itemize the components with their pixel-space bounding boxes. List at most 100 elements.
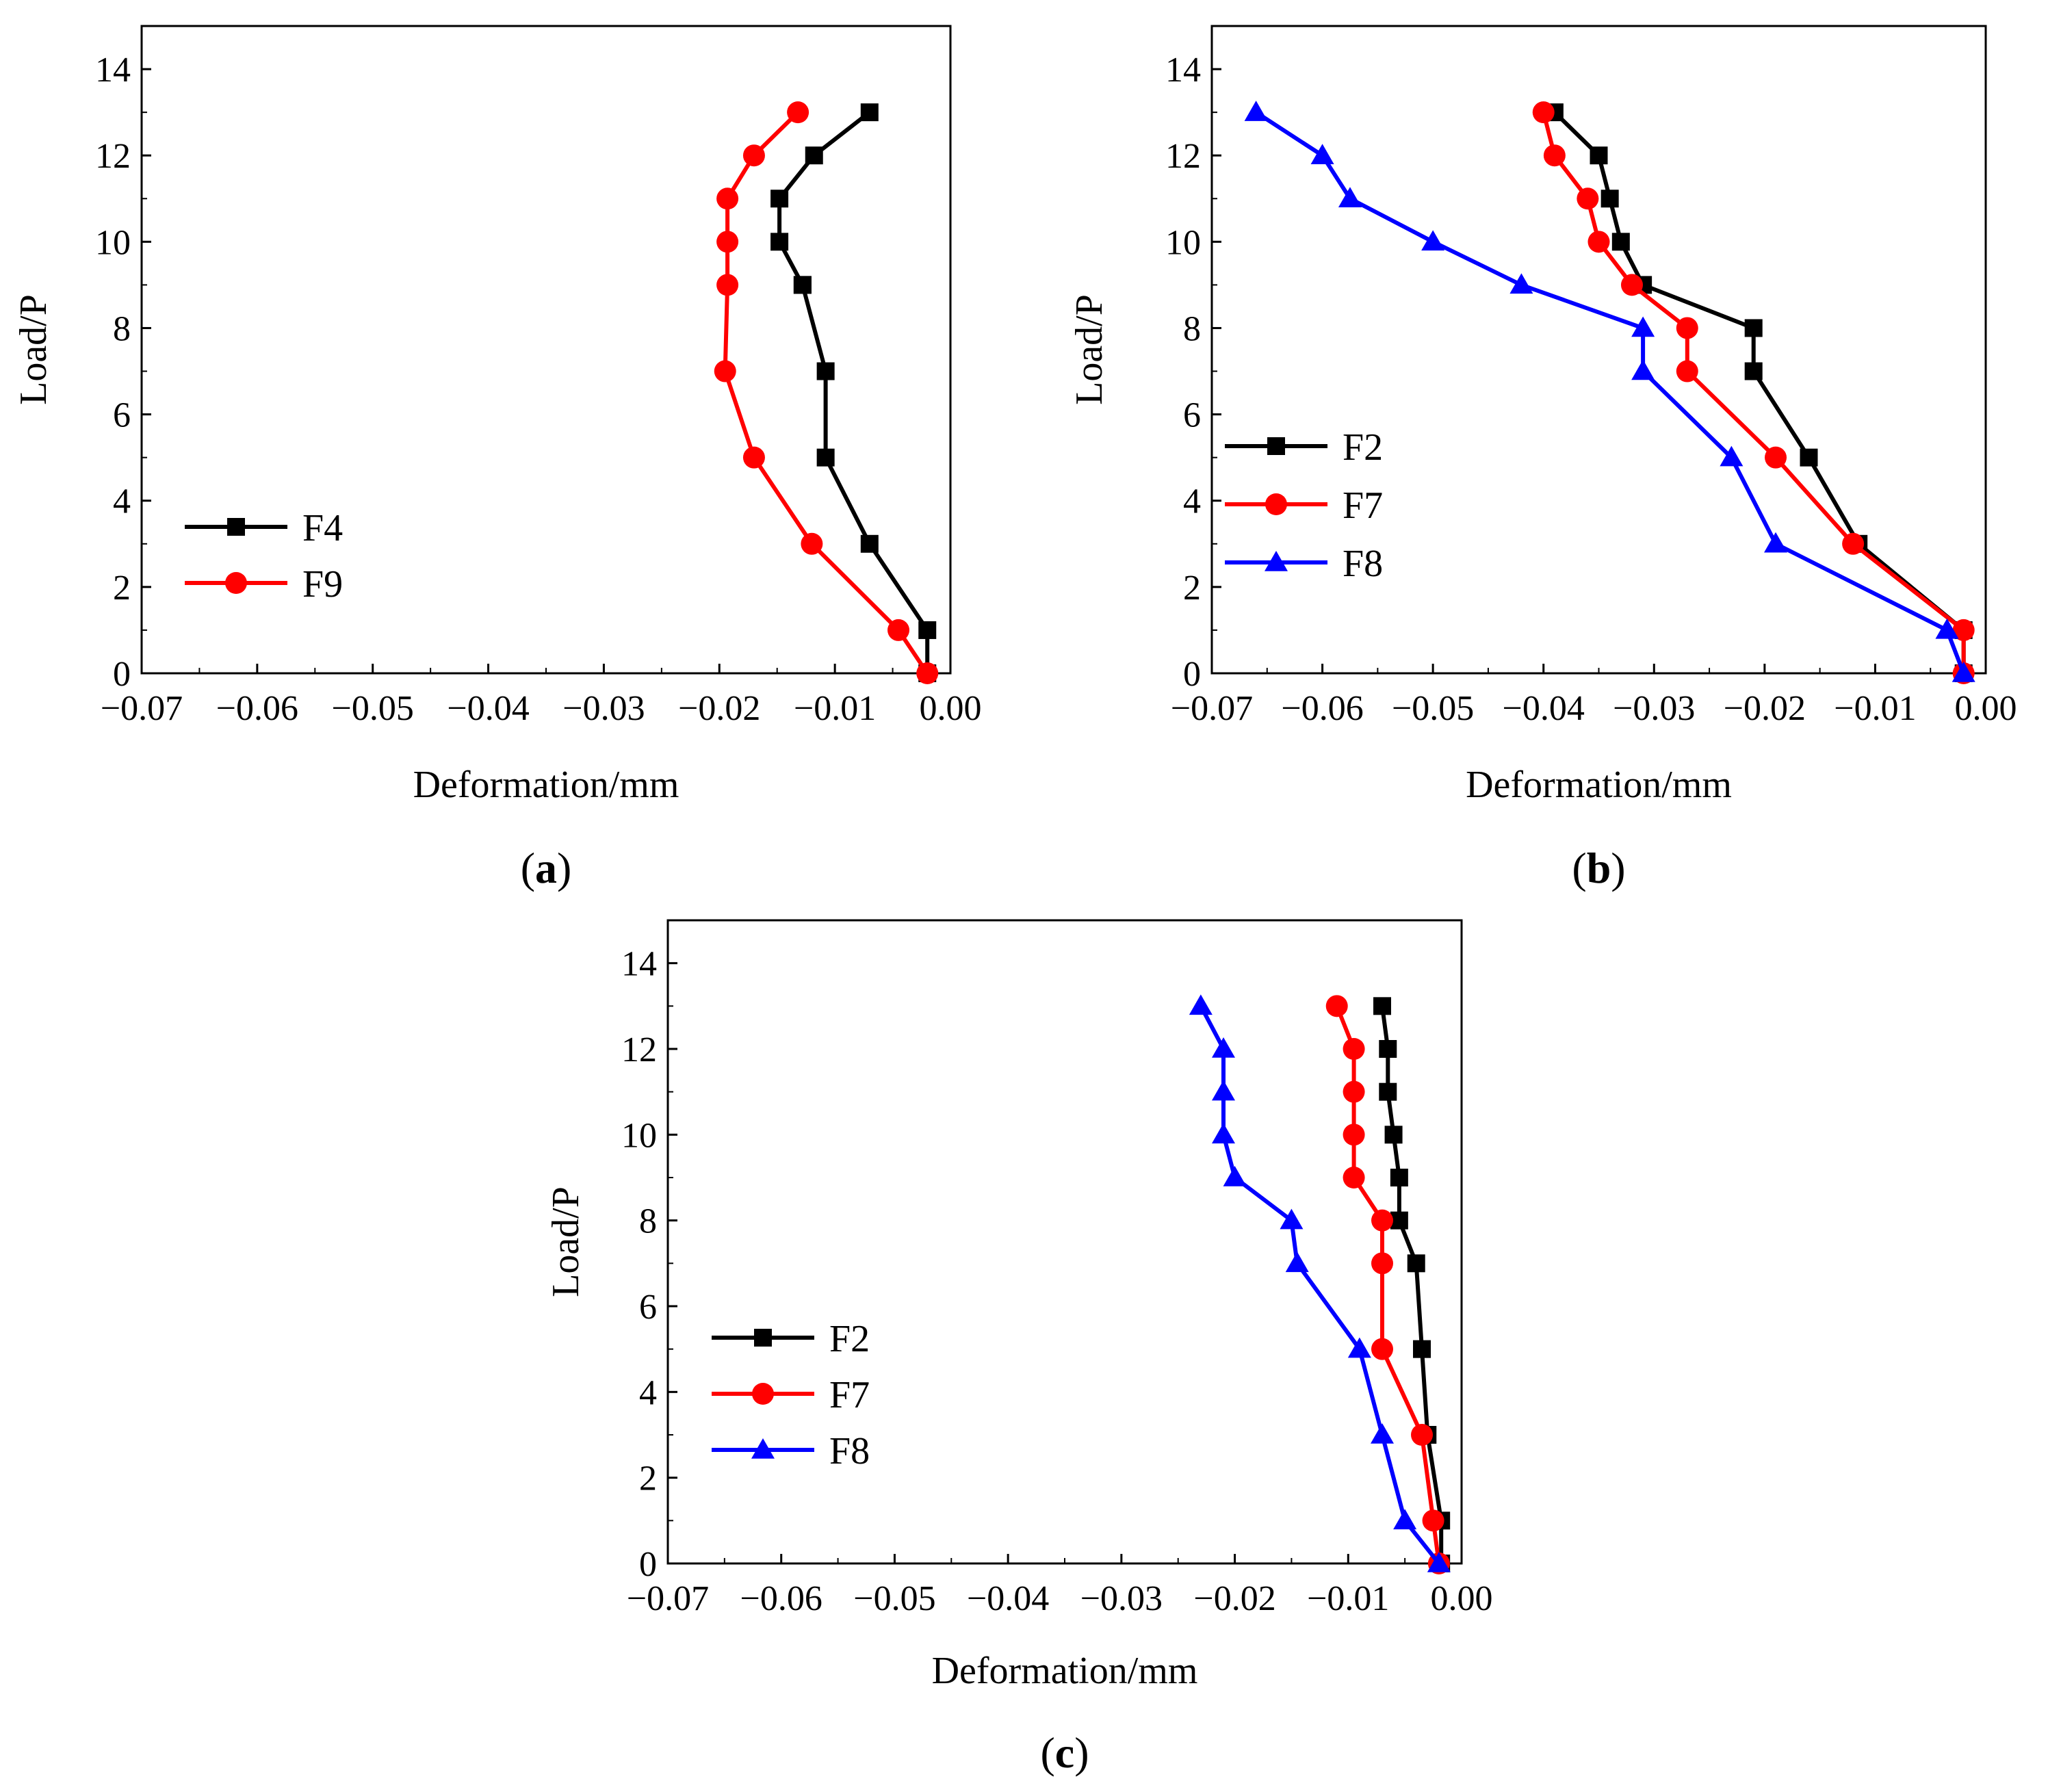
series-line [777, 110, 930, 673]
series-F8 [1244, 101, 1975, 682]
legend: F2 F7 F8 [712, 1318, 870, 1472]
data-point [805, 146, 823, 165]
data-point [1765, 446, 1787, 469]
x-tick-label: −0.07 [627, 1579, 709, 1618]
data-point [1532, 101, 1555, 124]
x-tick-label: −0.03 [1613, 689, 1695, 728]
x-tick-label: −0.03 [562, 689, 645, 728]
data-point [1379, 1082, 1397, 1101]
y-tick-label: 12 [621, 1030, 657, 1069]
data-point [1509, 273, 1533, 294]
data-point [1371, 1338, 1393, 1360]
data-point [1379, 1040, 1397, 1058]
plot-frame [1210, 25, 1987, 675]
data-point [714, 360, 736, 382]
series-line [723, 110, 929, 675]
data-point [1325, 995, 1348, 1017]
data-point [787, 101, 809, 124]
y-axis-title: Load/P [12, 294, 55, 405]
plot-frame [140, 25, 952, 675]
data-point [1631, 359, 1655, 380]
y-tick-label: 0 [1183, 655, 1201, 694]
data-point [742, 446, 765, 469]
legend-item: F9 [185, 563, 343, 606]
legend-label: F8 [1343, 543, 1383, 585]
data-point [1800, 448, 1818, 467]
data-point [1744, 362, 1763, 380]
data-point [1393, 1509, 1417, 1530]
data-point [1212, 1080, 1235, 1101]
data-point [1413, 1340, 1431, 1358]
series-F7 [1325, 995, 1450, 1574]
data-point [1407, 1254, 1425, 1273]
y-tick-label: 2 [1183, 569, 1201, 608]
x-tick-label: −0.05 [853, 1579, 935, 1618]
x-axis-title: Deformation/mm [413, 764, 679, 806]
data-point [1244, 101, 1268, 121]
x-tick-label: −0.02 [1193, 1579, 1275, 1618]
panel-label: (a) [521, 844, 572, 892]
x-tick-label: −0.04 [447, 689, 529, 728]
data-point [1411, 1424, 1433, 1446]
data-point [1631, 316, 1655, 337]
series-F8 [1189, 994, 1451, 1572]
legend-label: F7 [829, 1374, 870, 1416]
data-point [887, 619, 910, 641]
data-point [793, 276, 812, 294]
y-tick-label: 10 [621, 1116, 657, 1155]
data-point [1390, 1169, 1408, 1186]
legend-item: F8 [712, 1430, 870, 1472]
data-point [1371, 1209, 1393, 1232]
series-F7 [1532, 101, 1975, 684]
legend-label: F8 [829, 1430, 870, 1472]
data-point [1343, 1080, 1365, 1103]
legend-label: F4 [302, 507, 343, 549]
legend-marker [1265, 493, 1287, 515]
x-tick-label: −0.02 [678, 689, 760, 728]
x-tick-label: −0.06 [1281, 689, 1363, 728]
y-tick-label: 8 [1183, 309, 1201, 348]
data-point [1590, 146, 1608, 165]
panel-c: −0.07 −0.06 −0.05 −0.04 −0.03 −0.02 −0.01 0.00 0… [545, 919, 1493, 1777]
x-tick-label: −0.01 [794, 689, 876, 728]
data-point [1611, 233, 1630, 251]
data-point [1390, 1211, 1408, 1230]
y-tick-label: 10 [1165, 223, 1201, 262]
x-tick-label: −0.05 [1392, 689, 1474, 728]
series-F2 [1545, 103, 1973, 682]
data-point [1384, 1126, 1403, 1144]
legend-item: F2 [1225, 426, 1383, 469]
legend-label: F2 [1343, 426, 1383, 469]
data-point [1338, 187, 1362, 208]
y-tick-label: 0 [113, 655, 131, 694]
data-point [1842, 532, 1865, 555]
y-tick-label: 14 [1165, 51, 1201, 90]
y-tick-label: 8 [639, 1202, 657, 1241]
x-tick-label: −0.01 [1307, 1579, 1389, 1618]
data-point [716, 274, 739, 296]
y-tick-label: 6 [113, 396, 131, 435]
data-point [1676, 317, 1698, 339]
x-tick-label: −0.04 [1503, 689, 1585, 728]
data-point [1422, 1509, 1444, 1532]
legend-item: F7 [712, 1374, 870, 1416]
x-tick-label: −0.07 [101, 689, 183, 728]
data-point [1620, 274, 1643, 296]
data-point [770, 190, 789, 208]
data-point [1212, 1037, 1235, 1058]
x-tick-label: −0.04 [967, 1579, 1049, 1618]
legend-marker [1265, 551, 1288, 571]
series-line [1199, 1004, 1441, 1565]
data-point [1371, 1423, 1394, 1444]
legend-label: F7 [1343, 484, 1383, 527]
y-tick-label: 14 [621, 945, 657, 984]
legend-marker [752, 1383, 774, 1405]
x-tick-label: 0.00 [1955, 689, 2017, 728]
x-tick-label: −0.01 [1834, 689, 1916, 728]
series-F9 [714, 101, 939, 684]
x-axis-title: Deformation/mm [932, 1650, 1198, 1692]
data-point [1371, 1252, 1393, 1275]
y-tick-label: 6 [639, 1288, 657, 1327]
y-tick-label: 4 [113, 482, 131, 521]
